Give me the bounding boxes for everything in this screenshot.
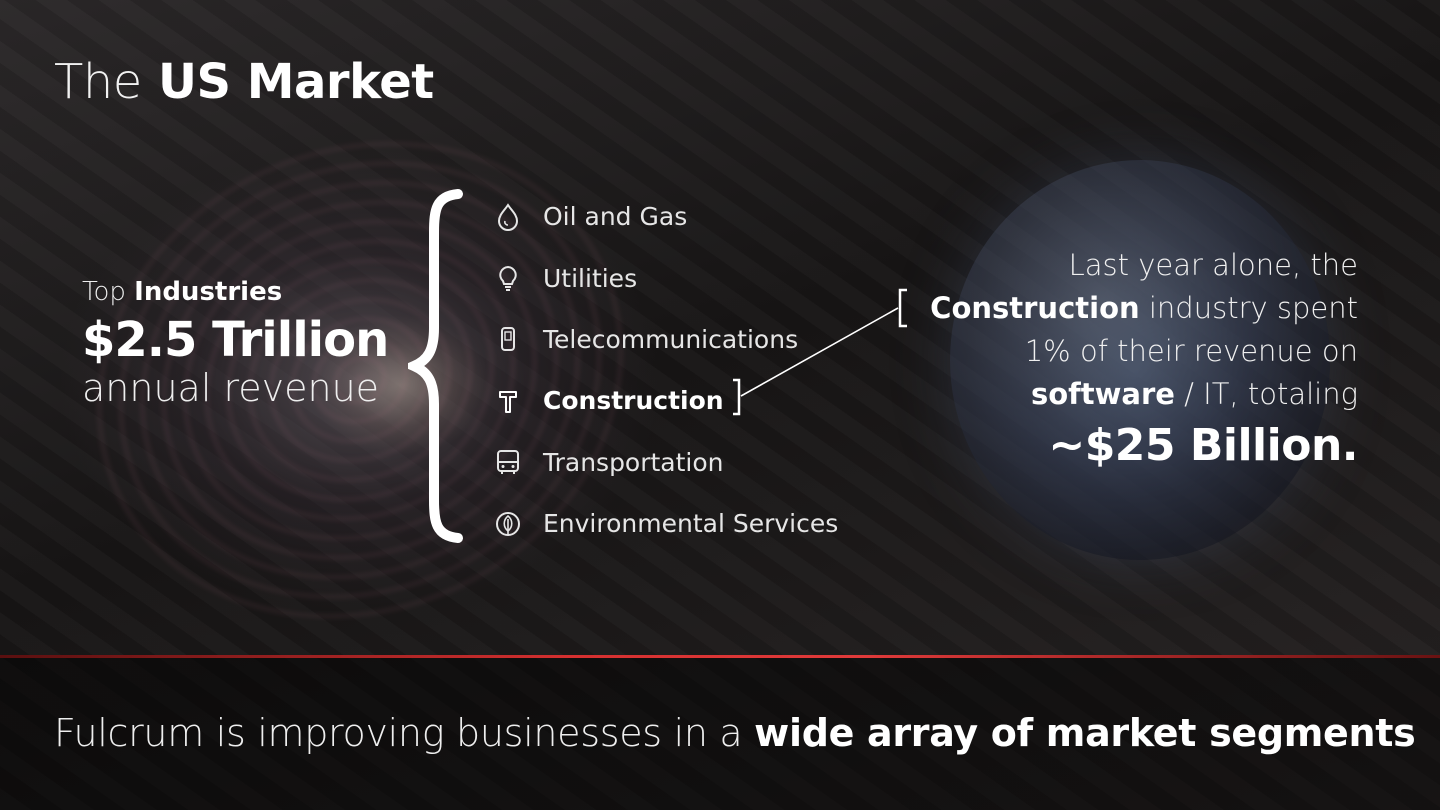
hammer-icon — [494, 387, 522, 415]
revenue-amount: $2.5 Trillion — [82, 312, 389, 368]
spending-line-4: software / IT, totaling — [930, 373, 1358, 416]
right-bracket — [733, 378, 741, 416]
industry-item: Transportation — [494, 432, 838, 493]
bus-icon — [494, 448, 522, 476]
industry-label: Oil and Gas — [543, 202, 688, 232]
phone-icon — [494, 325, 522, 353]
spending-line-4-bold: software — [1030, 377, 1175, 411]
industry-item-highlighted: Construction — [494, 370, 838, 431]
curly-brace — [408, 189, 463, 543]
tagline: Fulcrum is improving businesses in a wid… — [54, 708, 1416, 758]
page-title: The US Market — [54, 52, 434, 112]
spending-line-1: Last year alone, the — [1068, 248, 1358, 282]
spending-line-3: 1% of their revenue on — [1024, 334, 1358, 368]
industry-list: Oil and Gas Utilities Telecommunications… — [494, 186, 838, 554]
industry-label: Telecommunications — [543, 324, 799, 354]
tagline-light: Fulcrum is improving businesses in a — [54, 711, 755, 755]
spending-stat: Last year alone, the Construction indust… — [930, 244, 1358, 476]
industry-label: Environmental Services — [543, 509, 839, 539]
revenue-label: Top Industries — [82, 272, 388, 312]
tagline-bold: wide array of market segments — [754, 711, 1416, 755]
spending-line-4-rest: / IT, totaling — [1174, 377, 1358, 411]
spending-line-2: Construction industry spent — [930, 287, 1358, 330]
industry-label: Utilities — [543, 263, 638, 293]
left-bracket — [898, 288, 907, 328]
industry-item: Telecommunications — [494, 309, 838, 370]
leaf-icon — [494, 510, 522, 538]
bottom-band — [0, 655, 1440, 810]
industry-item: Environmental Services — [494, 493, 838, 554]
revenue-stat: Top Industries $2.5 Trillion annual reve… — [82, 272, 389, 410]
revenue-label-bold: Industries — [134, 277, 283, 307]
title-bold: US Market — [158, 54, 434, 110]
spending-line-2-rest: industry spent — [1139, 291, 1358, 325]
spending-amount: ~$25 Billion. — [1048, 420, 1358, 471]
revenue-label-light: Top — [82, 277, 126, 307]
industry-label: Construction — [543, 386, 724, 416]
industry-item: Oil and Gas — [494, 186, 838, 247]
spending-line-2-bold: Construction — [930, 291, 1140, 325]
red-divider — [0, 655, 1440, 658]
title-light: The — [54, 54, 142, 110]
industry-item: Utilities — [494, 247, 838, 308]
drop-icon — [494, 202, 522, 231]
industry-label: Transportation — [543, 447, 724, 477]
lightbulb-icon — [494, 264, 522, 292]
earth-background — [950, 160, 1330, 560]
revenue-caption: annual revenue — [82, 366, 380, 410]
